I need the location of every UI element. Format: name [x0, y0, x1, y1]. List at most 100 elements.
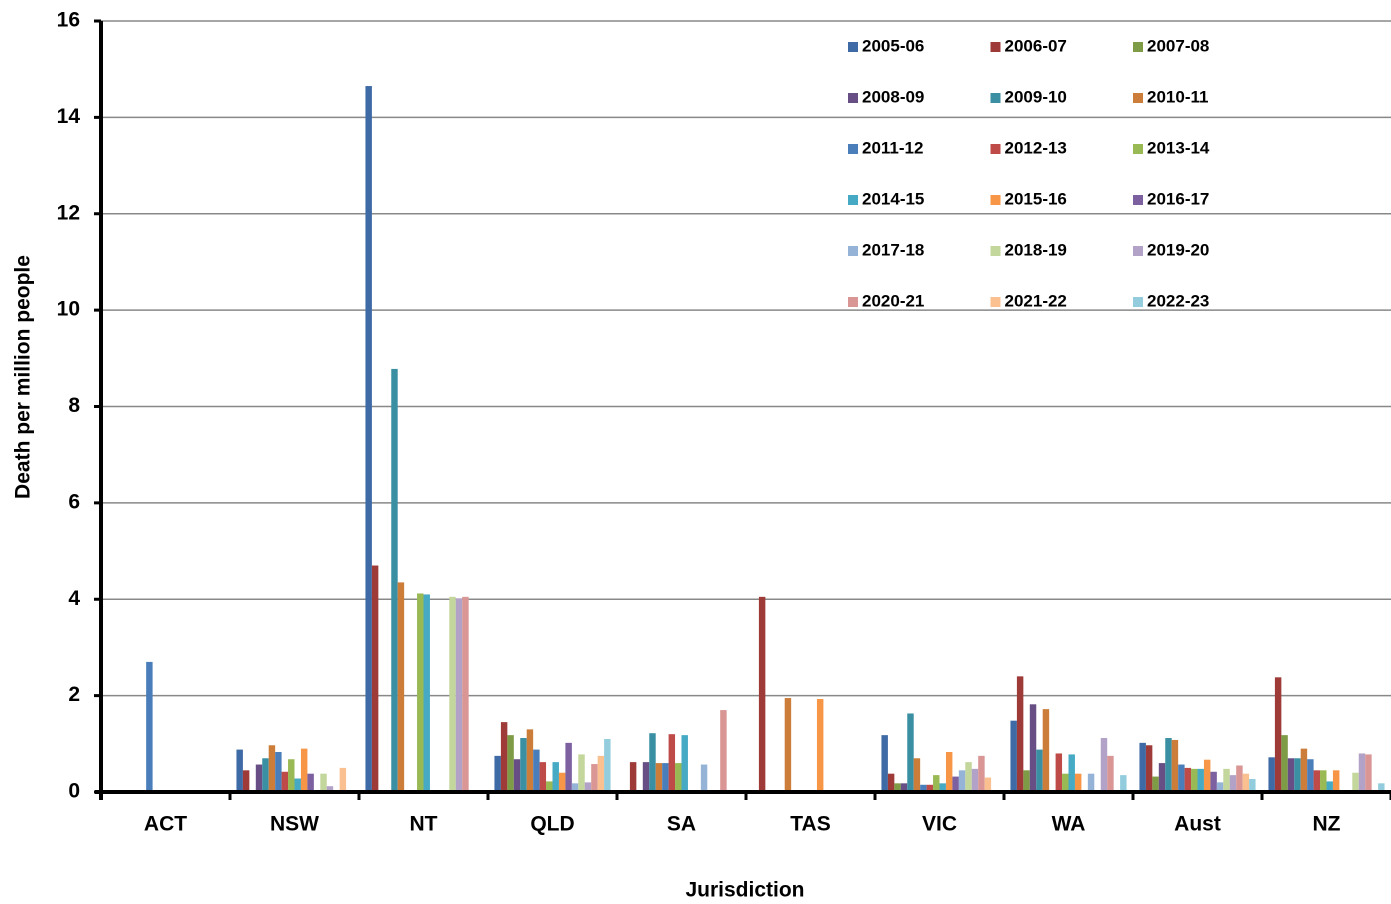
bar: [1249, 778, 1256, 792]
bar: [1036, 749, 1043, 792]
bar: [275, 752, 282, 792]
bar: [288, 759, 295, 792]
y-tick-label: 14: [57, 105, 81, 128]
bar: [571, 783, 579, 792]
bar: [945, 752, 953, 792]
bar: [720, 710, 727, 792]
bar: [591, 764, 598, 792]
bar: [255, 764, 263, 792]
bar: [649, 733, 656, 792]
bar: [584, 782, 592, 792]
legend-label: 2014-15: [862, 189, 924, 208]
x-tick-label: NZ: [1313, 813, 1341, 836]
legend-label: 2017-18: [862, 240, 924, 259]
bar: [262, 758, 269, 792]
bar: [268, 745, 276, 792]
bar: [1287, 758, 1295, 792]
legend-label: 2022-23: [1147, 291, 1209, 310]
bar: [758, 596, 766, 792]
bar: [1294, 758, 1301, 792]
x-tick-label: QLD: [530, 813, 574, 836]
bar: [700, 764, 708, 792]
bar: [675, 763, 682, 792]
x-tick-label: ACT: [144, 813, 187, 836]
bar: [462, 596, 469, 792]
bar: [933, 775, 940, 792]
bar: [1191, 768, 1198, 792]
legend-swatch: [1133, 144, 1143, 154]
bar: [1274, 677, 1282, 792]
bar: [1145, 745, 1153, 792]
legend-swatch: [1133, 42, 1143, 52]
bar: [1300, 748, 1308, 792]
bar: [391, 368, 398, 792]
legend-swatch: [848, 144, 858, 154]
bar: [1236, 765, 1243, 792]
bar: [1223, 768, 1230, 792]
x-tick-label: NSW: [270, 813, 319, 836]
bar: [604, 738, 611, 792]
bar: [526, 729, 534, 792]
legend-label: 2011-12: [862, 138, 923, 157]
bar: [539, 762, 547, 792]
bar: [546, 781, 553, 792]
bar: [1178, 764, 1185, 792]
legend-swatch: [848, 195, 858, 205]
bar: [494, 755, 501, 792]
bar: [1074, 773, 1082, 792]
bar: [1229, 775, 1237, 792]
bar: [1010, 720, 1017, 792]
bar: [1100, 738, 1108, 792]
bar: [926, 784, 934, 792]
bar: [1216, 782, 1224, 792]
bar: [1203, 759, 1211, 792]
y-tick-label: 16: [57, 9, 80, 32]
legend-label: 2005-06: [862, 36, 924, 55]
legend-swatch: [1133, 93, 1143, 103]
bar: [816, 698, 824, 792]
legend-swatch: [848, 42, 858, 52]
bar: [281, 771, 289, 792]
bar: [907, 713, 914, 792]
legend-label: 2010-11: [1147, 87, 1208, 106]
bar: [1152, 776, 1159, 792]
bar: [1087, 773, 1095, 792]
bar: [971, 768, 979, 792]
legend-swatch: [990, 297, 1001, 307]
bar: [417, 593, 424, 792]
bar: [146, 661, 153, 792]
legend-label: 2012-13: [1005, 138, 1067, 157]
legend-swatch: [1133, 297, 1143, 307]
legend-swatch: [990, 93, 1001, 103]
legend-label: 2020-21: [862, 291, 924, 310]
bar: [520, 738, 527, 792]
bar: [513, 759, 521, 792]
bar: [1197, 768, 1204, 792]
bar: [565, 742, 572, 792]
bar: [920, 784, 927, 792]
bar: [1210, 771, 1217, 792]
bar: [1023, 770, 1030, 792]
bar: [1029, 704, 1037, 792]
bar: [887, 773, 895, 792]
legend-label: 2021-22: [1005, 291, 1067, 310]
y-axis-title: Death per million people: [12, 255, 35, 499]
bar: [900, 783, 908, 792]
bar: [1120, 775, 1127, 792]
bar: [1378, 783, 1385, 792]
bar: [668, 734, 676, 792]
bar: [1268, 757, 1275, 792]
y-tick-label: 12: [57, 201, 80, 224]
legend-label: 2008-09: [862, 87, 924, 106]
legend-label: 2015-16: [1005, 189, 1067, 208]
bar: [1332, 770, 1340, 792]
bar: [533, 749, 540, 792]
bar: [958, 770, 966, 792]
bar: [449, 596, 456, 792]
bar: [1055, 753, 1063, 792]
bar: [1165, 738, 1172, 792]
legend-swatch: [848, 246, 858, 256]
bar: [784, 698, 792, 792]
bar: [371, 565, 379, 792]
bar: [558, 772, 566, 792]
